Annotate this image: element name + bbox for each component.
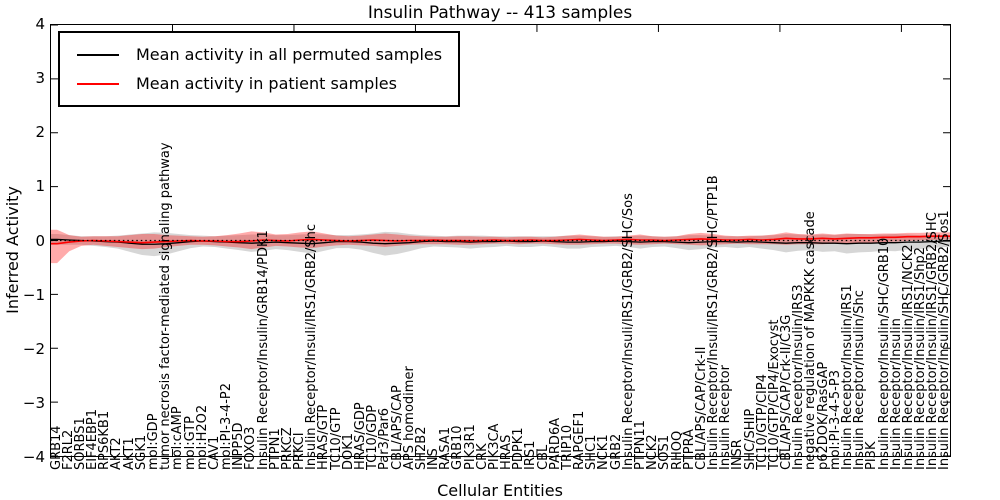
- legend: Mean activity in all permuted samples Me…: [58, 31, 461, 107]
- legend-line-patient-sample: [77, 82, 119, 85]
- legend-label-patient: Mean activity in patient samples: [136, 74, 397, 93]
- y-tick-label: −1: [22, 285, 45, 304]
- x-tick-label: Insulin Receptor/Insulin/SHC/GRB2/Sos1: [937, 210, 953, 470]
- y-tick-label: 2: [35, 123, 45, 142]
- x-axis-label: Cellular Entities: [437, 481, 563, 500]
- legend-item-permuted: Mean activity in all permuted samples: [60, 40, 442, 69]
- y-tick-label: 0: [35, 231, 45, 250]
- legend-label-permuted: Mean activity in all permuted samples: [136, 45, 443, 64]
- y-tick-label: −2: [22, 339, 45, 358]
- y-tick-label: −3: [22, 393, 45, 412]
- y-tick-label: 1: [35, 177, 45, 196]
- legend-line-permuted-sample: [77, 53, 119, 56]
- chart-title: Insulin Pathway -- 413 samples: [367, 3, 633, 23]
- plot-svg: [51, 25, 950, 456]
- y-tick-label: 4: [35, 15, 45, 33]
- y-tick-label: 3: [35, 69, 45, 88]
- y-tick-label: −4: [22, 448, 45, 466]
- legend-item-patient: Mean activity in patient samples: [60, 69, 442, 98]
